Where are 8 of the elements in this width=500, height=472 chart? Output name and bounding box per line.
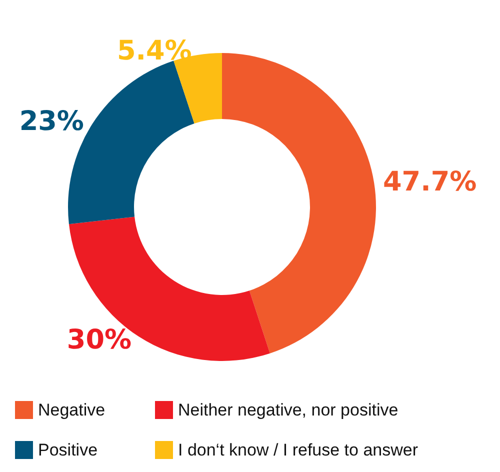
legend-label: Negative: [38, 400, 106, 420]
data-label: 23%: [19, 106, 84, 138]
legend-label: Positive: [38, 440, 98, 460]
legend-label: Neither negative, nor positive: [178, 400, 398, 420]
data-label: 5.4%: [116, 36, 192, 67]
legend-label: I don‘t know / I refuse to answer: [178, 440, 418, 460]
data-label: 30%: [66, 324, 132, 356]
data-label: 47.7%: [383, 166, 477, 198]
